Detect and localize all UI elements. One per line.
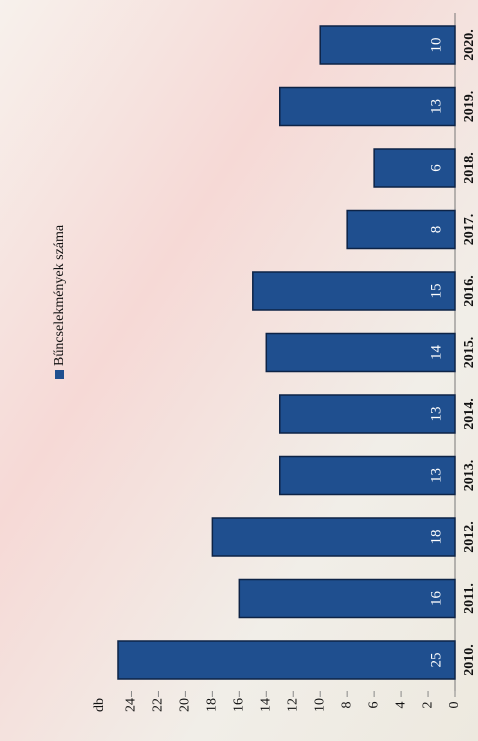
bar	[279, 86, 456, 127]
x-tick-label: 2015.	[462, 337, 477, 369]
bar	[117, 640, 456, 680]
value-label: 16	[428, 591, 444, 607]
y-tick-label: 8	[339, 702, 354, 709]
y-tick-label: 6	[366, 702, 381, 709]
plot: db Bűncselekmények száma 024681012141618…	[52, 13, 477, 712]
y-tick-label: 18	[205, 698, 220, 712]
bar	[238, 578, 456, 619]
x-tick-label: 2017.	[462, 214, 477, 246]
y-tick-label: 24	[124, 698, 139, 712]
x-tick-label: 2020.	[462, 29, 477, 61]
bar	[346, 209, 456, 250]
y-tick-label: 22	[151, 698, 166, 712]
value-label: 25	[428, 653, 444, 668]
value-label: 8	[428, 226, 444, 234]
value-label: 10	[428, 38, 444, 53]
x-tick-label: 2013.	[462, 460, 477, 492]
bar	[319, 25, 456, 65]
value-label: 13	[428, 407, 444, 422]
y-tick-label: 4	[393, 702, 408, 709]
x-tick-label: 2014.	[462, 398, 477, 430]
x-tick-label: 2012.	[462, 521, 477, 553]
y-tick-label: 0	[447, 702, 462, 709]
value-label: 18	[428, 530, 444, 545]
value-label: 13	[428, 468, 444, 483]
y-tick-label: 10	[312, 698, 327, 712]
x-tick-label: 2011.	[462, 583, 477, 614]
value-label: 13	[428, 99, 444, 114]
bar	[252, 271, 456, 311]
bar	[279, 394, 456, 434]
value-label: 15	[428, 284, 444, 299]
legend-label: Bűncselekmények száma	[52, 224, 67, 366]
legend-swatch	[55, 370, 64, 379]
y-tick-label: 2	[420, 702, 435, 709]
value-label: 14	[428, 345, 444, 361]
x-tick-label: 2010.	[462, 644, 477, 676]
bar	[279, 455, 456, 496]
y-tick-label: 12	[285, 698, 300, 712]
y-tick-label: 14	[258, 698, 273, 712]
bar	[373, 148, 456, 188]
x-tick-label: 2019.	[462, 91, 477, 123]
y-tick-label: 20	[178, 698, 193, 712]
bar	[211, 517, 456, 557]
value-label: 6	[428, 164, 444, 172]
x-tick-label: 2018.	[462, 152, 477, 184]
bar	[265, 332, 456, 373]
y-axis-label: db	[92, 698, 107, 712]
y-tick-label: 16	[232, 698, 247, 712]
x-tick-label: 2016.	[462, 275, 477, 307]
